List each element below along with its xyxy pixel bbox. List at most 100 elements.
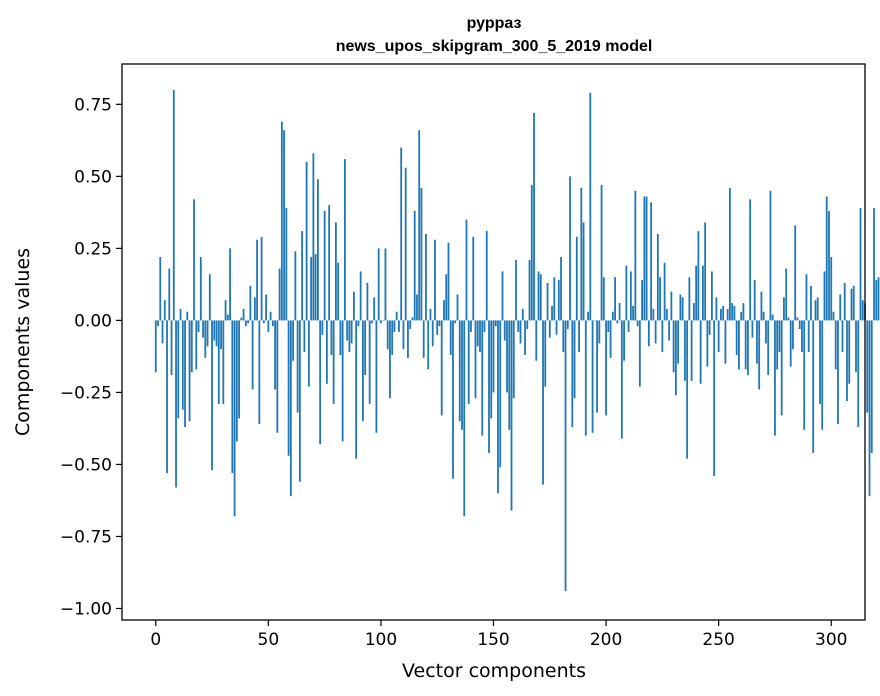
bar-component-265	[751, 320, 754, 338]
bar-component-73	[319, 320, 322, 445]
bar-component-98	[375, 320, 378, 433]
bar-component-281	[787, 317, 790, 321]
bar-component-164	[524, 320, 526, 355]
bar-component-214	[636, 320, 639, 327]
bar-component-26	[213, 320, 216, 341]
bar-component-28	[217, 320, 220, 404]
bar-component-67	[305, 161, 308, 321]
bar-component-271	[765, 320, 767, 344]
bar-component-295	[819, 320, 821, 404]
bar-component-52	[271, 320, 274, 327]
bar-component-304	[839, 294, 842, 321]
bar-component-44	[253, 297, 256, 321]
bar-component-148	[488, 320, 490, 453]
bar-component-36	[235, 320, 238, 442]
bar-component-143	[476, 320, 479, 347]
bar-component-109	[400, 147, 403, 321]
bar-component-274	[771, 314, 774, 321]
x-tick-label: 100	[365, 630, 397, 650]
bar-component-77	[328, 205, 331, 321]
bar-component-51	[269, 311, 272, 321]
bar-component-168	[533, 112, 535, 321]
bar-component-219	[647, 320, 650, 347]
bar-component-204	[614, 277, 616, 321]
bar-component-255	[729, 187, 731, 321]
bar-component-194	[591, 320, 594, 433]
bar-component-48	[262, 320, 265, 324]
y-tick-label: 0.75	[74, 95, 112, 115]
bar-component-191	[584, 320, 587, 436]
bar-component-39	[242, 308, 245, 321]
bar-component-65	[301, 231, 304, 321]
bar-component-62	[294, 251, 297, 321]
bar-component-234	[681, 297, 684, 321]
bar-component-153	[499, 320, 502, 468]
bar-component-53	[274, 320, 276, 390]
bar-component-186	[573, 320, 576, 399]
bar-component-142	[474, 320, 477, 399]
bar-component-269	[760, 291, 763, 321]
bar-component-146	[483, 320, 486, 332]
bar-component-74	[321, 320, 324, 335]
bar-component-221	[652, 308, 655, 321]
bar-component-123	[431, 320, 434, 347]
bar-component-35	[233, 320, 236, 517]
bar-component-12	[181, 320, 184, 410]
bar-component-289	[805, 274, 808, 321]
bar-component-45	[256, 239, 258, 321]
bar-component-0	[154, 320, 157, 373]
bar-component-232	[677, 320, 680, 364]
bar-component-284	[794, 225, 797, 321]
bar-component-213	[634, 190, 637, 321]
bar-component-116	[416, 294, 418, 321]
bar-component-29	[220, 320, 222, 350]
bar-component-249	[715, 297, 718, 321]
bar-component-227	[665, 308, 668, 321]
bar-component-86	[348, 320, 351, 353]
bar-component-112	[407, 320, 409, 358]
chart-title-line1: рурраз	[467, 15, 522, 32]
bar-component-149	[490, 320, 493, 419]
bar-component-125	[436, 320, 439, 335]
bar-component-197	[598, 320, 601, 344]
bar-component-85	[346, 320, 349, 341]
bar-component-318	[870, 320, 873, 453]
bar-component-135	[458, 320, 461, 422]
bars-group	[154, 89, 880, 592]
bar-component-296	[821, 320, 824, 430]
bar-component-181	[562, 320, 565, 353]
bar-component-184	[569, 176, 571, 321]
bar-component-166	[528, 259, 531, 321]
bar-component-60	[289, 320, 292, 497]
x-tick-label: 0	[150, 630, 161, 650]
bar-component-68	[307, 320, 310, 387]
bar-component-97	[373, 297, 376, 321]
bar-component-157	[508, 320, 511, 430]
y-axis-label: Components values	[12, 248, 34, 436]
bar-component-106	[393, 320, 396, 332]
bar-component-230	[672, 320, 675, 373]
bar-component-200	[605, 320, 607, 416]
bar-component-69	[310, 257, 313, 321]
bar-component-114	[411, 317, 414, 321]
bar-component-126	[438, 320, 441, 327]
bar-component-96	[371, 320, 373, 324]
bar-component-159	[512, 320, 515, 399]
bar-component-94	[366, 282, 369, 321]
bar-component-64	[298, 320, 301, 482]
bar-component-179	[557, 280, 560, 321]
bar-component-320	[875, 280, 878, 321]
chart-title-line2: news_upos_skipgram_300_5_2019 model	[336, 38, 653, 55]
bar-component-228	[668, 320, 671, 341]
bar-component-319	[873, 208, 875, 321]
bar-component-30	[222, 320, 225, 404]
bar-component-264	[749, 199, 752, 321]
bar-component-305	[841, 320, 844, 353]
bar-component-25	[211, 320, 213, 471]
bar-component-313	[859, 208, 862, 321]
bar-component-147	[485, 231, 488, 321]
bar-component-76	[325, 320, 328, 384]
bar-component-216	[641, 280, 643, 321]
bar-component-136	[461, 320, 463, 430]
bar-component-139	[467, 320, 470, 404]
